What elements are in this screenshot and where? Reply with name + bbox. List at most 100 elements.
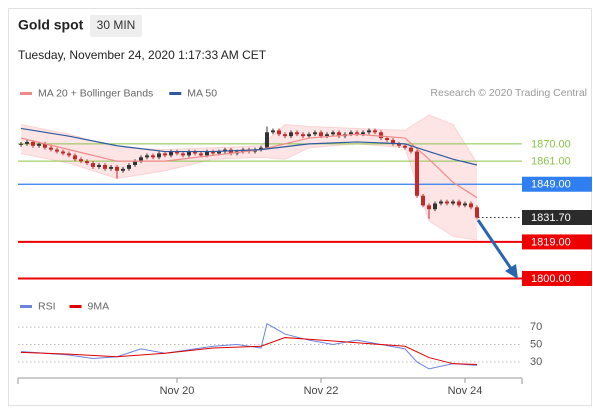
candle-body xyxy=(391,140,395,144)
candle-body xyxy=(331,132,335,135)
candle-body xyxy=(271,130,275,133)
candle-body xyxy=(175,151,179,154)
candle-body xyxy=(163,153,167,156)
candle-body xyxy=(403,145,407,148)
candle-body xyxy=(319,132,323,137)
level-box xyxy=(522,234,592,250)
candle-body xyxy=(97,165,101,167)
candle-body xyxy=(61,151,65,154)
level-box xyxy=(522,210,592,225)
rsi-line xyxy=(20,322,478,370)
candle-body xyxy=(37,143,41,146)
candle-body xyxy=(295,132,299,135)
candle-body xyxy=(91,163,95,167)
candle-body xyxy=(211,151,215,154)
level-label: 1870.00 xyxy=(531,138,571,150)
candle-body xyxy=(67,153,71,156)
candle-body xyxy=(217,151,221,154)
candle-body xyxy=(49,147,53,150)
legend-swatch xyxy=(20,92,32,95)
candle-body xyxy=(337,132,341,137)
candle-body xyxy=(145,155,149,158)
band-lower xyxy=(20,143,478,241)
candle-body xyxy=(409,147,413,152)
candle-body xyxy=(355,132,359,135)
legend-label: RSI xyxy=(38,300,56,312)
legend-swatch xyxy=(69,305,82,308)
candle-body xyxy=(73,155,77,160)
candle-body xyxy=(187,151,191,156)
candle-body xyxy=(427,205,431,210)
candle-body xyxy=(451,201,455,204)
level-label: 1849.00 xyxy=(531,179,571,191)
candle-body xyxy=(445,201,449,204)
candle-body xyxy=(421,195,425,206)
level-label: 1819.00 xyxy=(531,236,571,248)
candle-body xyxy=(325,134,329,137)
candle-body xyxy=(79,159,83,162)
x-tick-label: Nov 22 xyxy=(304,385,339,397)
x-tick-label: Nov 24 xyxy=(448,385,483,397)
candle-body xyxy=(385,138,389,140)
level-label: 1800.00 xyxy=(531,273,571,285)
chart-title: Gold spot xyxy=(18,17,84,33)
candle-body xyxy=(307,134,311,137)
arrow xyxy=(476,219,514,271)
candle-body xyxy=(181,153,185,156)
legend-swatch xyxy=(20,305,32,308)
candle-body xyxy=(205,151,209,156)
level-box xyxy=(522,270,592,286)
candle-body xyxy=(265,132,269,148)
candle-body xyxy=(367,130,371,133)
candle-body xyxy=(43,143,47,148)
rsi-line xyxy=(20,337,478,366)
legend-label: MA 20 + Bollinger Bands xyxy=(38,87,153,99)
candle-body xyxy=(151,155,155,158)
candle-body xyxy=(103,165,107,169)
legend-swatch xyxy=(169,92,182,95)
candle-body xyxy=(361,132,365,135)
level-label: 1861.00 xyxy=(531,156,571,168)
candle-body xyxy=(169,151,173,156)
candle-body xyxy=(457,201,461,206)
candle-body xyxy=(373,130,377,133)
y-tick-label: 70 xyxy=(530,321,542,333)
candle-body xyxy=(439,201,443,204)
legend-label: MA 50 xyxy=(187,87,217,99)
candle-body xyxy=(139,157,143,162)
ma-line xyxy=(20,133,478,199)
candle-body xyxy=(127,165,131,169)
arrow-head xyxy=(505,264,518,279)
band-upper xyxy=(20,114,478,164)
frame xyxy=(8,8,592,406)
candle-body xyxy=(199,153,203,156)
candle-body xyxy=(301,134,305,137)
candle-body xyxy=(19,143,23,145)
candle-body xyxy=(25,141,29,144)
level-label: 1831.70 xyxy=(531,212,571,224)
candle-body xyxy=(349,132,353,135)
candle-body xyxy=(283,134,287,137)
candle-body xyxy=(463,203,467,206)
timeframe: 30 MIN xyxy=(97,18,136,32)
bollinger-band xyxy=(21,115,477,240)
candle-body xyxy=(277,130,281,135)
candle-body xyxy=(289,132,293,137)
level-box xyxy=(522,176,592,192)
subtitle: Tuesday, November 24, 2020 1:17:33 AM CE… xyxy=(18,48,267,62)
candle-body xyxy=(157,153,161,158)
candle-body xyxy=(313,132,317,135)
candle-body xyxy=(475,207,479,218)
legend-label: 9MA xyxy=(88,300,110,312)
candle-body xyxy=(31,141,35,146)
y-tick-label: 50 xyxy=(530,338,542,350)
candle-body xyxy=(469,203,473,208)
x-tick-label: Nov 20 xyxy=(160,385,195,397)
y-tick-label: 30 xyxy=(530,356,542,368)
candle-body xyxy=(55,149,59,152)
candle-body xyxy=(85,161,89,164)
candle-body xyxy=(121,168,125,171)
candle-body xyxy=(229,149,233,154)
candle-body xyxy=(109,166,113,169)
